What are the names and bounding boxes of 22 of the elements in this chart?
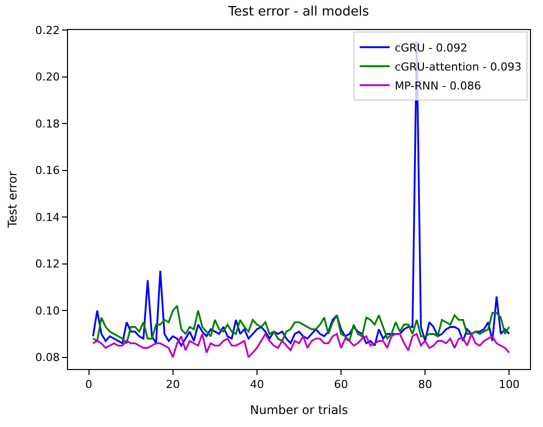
legend-label: cGRU - 0.092 [394, 41, 468, 54]
y-tick-label: 0.18 [35, 117, 60, 130]
y-tick-label: 0.12 [35, 258, 60, 271]
x-tick-label: 80 [418, 378, 432, 392]
legend-label: MP-RNN - 0.086 [394, 79, 482, 92]
x-tick-label: 0 [85, 378, 92, 392]
y-tick-label: 0.14 [35, 210, 60, 224]
x-tick-label: 100 [498, 378, 520, 392]
x-axis-title: Number or trials [250, 403, 348, 418]
y-axis-title: Test error [6, 171, 20, 229]
y-tick-label: 0.20 [35, 70, 60, 84]
line-series [92, 333, 510, 358]
chart-title: Test error - all models [227, 4, 370, 20]
line-series [92, 304, 510, 344]
x-tick-label: 20 [166, 378, 180, 392]
y-tick-label: 0.10 [35, 304, 60, 318]
x-tick-label: 40 [250, 378, 264, 392]
y-tick-label: 0.08 [35, 351, 60, 364]
y-tick-label: 0.16 [35, 164, 60, 178]
x-tick-label: 60 [334, 378, 348, 392]
legend-label: cGRU-attention - 0.093 [394, 60, 522, 74]
y-tick-label: 0.22 [35, 24, 60, 37]
